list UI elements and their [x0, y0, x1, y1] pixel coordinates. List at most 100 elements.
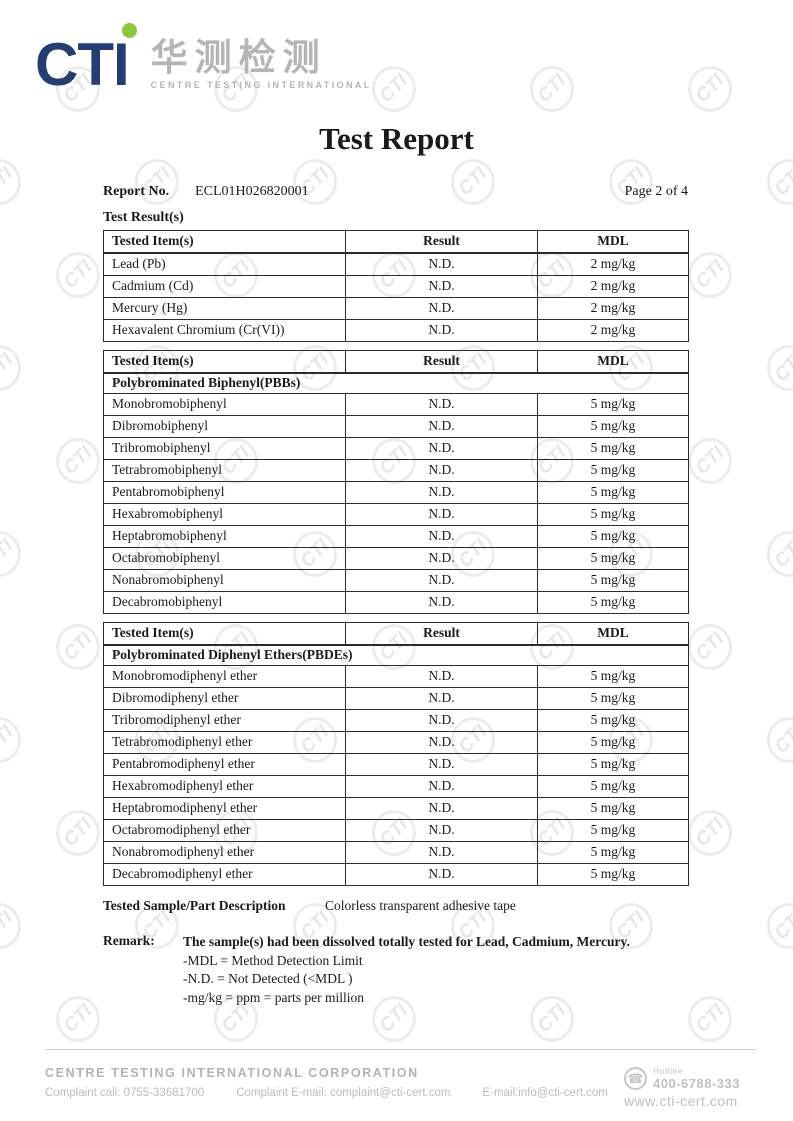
- table-cell: N.D.: [345, 797, 538, 820]
- table-row: Tetrabromobiphenyl N.D. 5 mg/kg: [103, 459, 689, 482]
- table-cell: Heptabromobiphenyl: [103, 525, 346, 548]
- table-cell: 5 mg/kg: [537, 775, 689, 798]
- table-cell: N.D.: [345, 687, 538, 710]
- table-row: Heptabromodiphenyl ether N.D. 5 mg/kg: [103, 797, 689, 820]
- report-content: CT I 华测检测 CENTRE TESTING INTERNATIONAL Te…: [0, 22, 793, 1007]
- column-header: MDL: [537, 350, 689, 374]
- column-header: Tested Item(s): [103, 622, 346, 646]
- hotline-row: ☎ Hotline 400-6788-333: [624, 1066, 756, 1091]
- table-cell: 5 mg/kg: [537, 415, 689, 438]
- footer: CENTRE TESTING INTERNATIONAL CORPORATION…: [45, 1066, 756, 1109]
- table-header-row: Tested Item(s) Result MDL: [103, 622, 689, 646]
- footer-complaint-email: Complaint E-mail: complaint@cti-cert.com: [236, 1087, 451, 1099]
- remark-line: -N.D. = Not Detected (<MDL ): [183, 971, 353, 986]
- column-header: Tested Item(s): [103, 350, 346, 374]
- table-cell: Tribromobiphenyl: [103, 437, 346, 460]
- table-cell: N.D.: [345, 415, 538, 438]
- table-cell: 5 mg/kg: [537, 863, 689, 886]
- table-cell: N.D.: [345, 459, 538, 482]
- remark-label: Remark:: [103, 933, 155, 948]
- sample-description-value: Colorless transparent adhesive tape: [325, 898, 516, 913]
- table-cell: Cadmium (Cd): [103, 275, 346, 298]
- table-cell: Hexavalent Chromium (Cr(VI)): [103, 319, 346, 342]
- table-header-row: Tested Item(s) Result MDL: [103, 350, 689, 374]
- table-cell: 5 mg/kg: [537, 665, 689, 688]
- cti-logo: CT I: [35, 23, 137, 98]
- footer-left: CENTRE TESTING INTERNATIONAL CORPORATION…: [45, 1066, 608, 1109]
- table-cell: N.D.: [345, 481, 538, 504]
- table-cell: Pentabromobiphenyl: [103, 481, 346, 504]
- table-row: Octabromobiphenyl N.D. 5 mg/kg: [103, 547, 689, 570]
- table-row: Hexavalent Chromium (Cr(VI)) N.D. 2 mg/kg: [103, 319, 689, 342]
- table-cell: 5 mg/kg: [537, 753, 689, 776]
- table-row: Monobromobiphenyl N.D. 5 mg/kg: [103, 393, 689, 416]
- table-cell: Nonabromodiphenyl ether: [103, 841, 346, 864]
- table-section-row: Polybrominated Biphenyl(PBBs): [103, 372, 689, 394]
- table-cell: Mercury (Hg): [103, 297, 346, 320]
- table-row: Dibromodiphenyl ether N.D. 5 mg/kg: [103, 687, 689, 710]
- logo-chinese-name: 华测检测: [150, 37, 327, 78]
- column-header: MDL: [537, 622, 689, 646]
- table-cell: N.D.: [345, 731, 538, 754]
- hotline-label: Hotline: [653, 1066, 683, 1076]
- table-cell: N.D.: [345, 252, 538, 276]
- remark-block: Remark: The sample(s) had been dissolved…: [103, 933, 793, 1007]
- table-cell: N.D.: [345, 841, 538, 864]
- table-row: Hexabromodiphenyl ether N.D. 5 mg/kg: [103, 775, 689, 798]
- column-header: Result: [345, 350, 538, 374]
- table-section-header: Polybrominated Diphenyl Ethers(PBDEs): [103, 644, 689, 666]
- report-number-group: Report No. ECL01H026820001: [103, 184, 309, 200]
- table-cell: 5 mg/kg: [537, 841, 689, 864]
- table-cell: Octabromobiphenyl: [103, 547, 346, 570]
- table-cell: N.D.: [345, 275, 538, 298]
- table-cell: N.D.: [345, 819, 538, 842]
- table-cell: Monobromodiphenyl ether: [103, 665, 346, 688]
- pbdes-table: Tested Item(s) Result MDL Polybrominated Di…: [103, 622, 689, 886]
- column-header: MDL: [537, 230, 689, 254]
- table-cell: 5 mg/kg: [537, 797, 689, 820]
- table-cell: N.D.: [345, 503, 538, 526]
- table-cell: N.D.: [345, 297, 538, 320]
- table-cell: 5 mg/kg: [537, 591, 689, 614]
- table-cell: N.D.: [345, 393, 538, 416]
- footer-right: ☎ Hotline 400-6788-333 www.cti-cert.com: [624, 1066, 756, 1109]
- remark-lines: The sample(s) had been dissolved totally…: [183, 933, 630, 1007]
- table-row: Lead (Pb) N.D. 2 mg/kg: [103, 252, 689, 276]
- table-row: Tribromobiphenyl N.D. 5 mg/kg: [103, 437, 689, 460]
- table-section-header: Polybrominated Biphenyl(PBBs): [103, 372, 689, 394]
- pbbs-table: Tested Item(s) Result MDL Polybrominated Bi…: [103, 350, 689, 614]
- table-cell: 5 mg/kg: [537, 569, 689, 592]
- table-row: Cadmium (Cd) N.D. 2 mg/kg: [103, 275, 689, 298]
- table-row: Tetrabromodiphenyl ether N.D. 5 mg/kg: [103, 731, 689, 754]
- remark-line: -MDL = Method Detection Limit: [183, 952, 363, 968]
- table-cell: N.D.: [345, 525, 538, 548]
- logo-chinese-block: 华测检测 CENTRE TESTING INTERNATIONAL: [150, 37, 372, 91]
- table-cell: 2 mg/kg: [537, 252, 689, 276]
- heavy-metals-table: Tested Item(s) Result MDL Lead (Pb) N.D. 2 mg…: [103, 230, 689, 342]
- phone-icon: ☎: [624, 1067, 647, 1090]
- table-cell: 5 mg/kg: [537, 481, 689, 504]
- table-cell: Dibromodiphenyl ether: [103, 687, 346, 710]
- table-cell: N.D.: [345, 709, 538, 732]
- table-row: Pentabromodiphenyl ether N.D. 5 mg/kg: [103, 753, 689, 776]
- table-cell: 5 mg/kg: [537, 503, 689, 526]
- table-row: Tribromodiphenyl ether N.D. 5 mg/kg: [103, 709, 689, 732]
- footer-complaint-call: Complaint call: 0755-33681700: [45, 1087, 205, 1099]
- table-cell: Nonabromobiphenyl: [103, 569, 346, 592]
- table-row: Octabromodiphenyl ether N.D. 5 mg/kg: [103, 819, 689, 842]
- table-cell: 2 mg/kg: [537, 319, 689, 342]
- table-cell: N.D.: [345, 863, 538, 886]
- table-cell: 5 mg/kg: [537, 459, 689, 482]
- table-cell: 5 mg/kg: [537, 525, 689, 548]
- report-number-line: Report No. ECL01H026820001 Page 2 of 4: [103, 184, 688, 200]
- table-cell: Monobromobiphenyl: [103, 393, 346, 416]
- table-row: Heptabromobiphenyl N.D. 5 mg/kg: [103, 525, 689, 548]
- table-cell: Decabromodiphenyl ether: [103, 863, 346, 886]
- table-cell: 5 mg/kg: [537, 709, 689, 732]
- cti-logo-text: CT: [35, 31, 114, 98]
- table-cell: Pentabromodiphenyl ether: [103, 753, 346, 776]
- hotline-text: Hotline 400-6788-333: [653, 1066, 740, 1091]
- table-section-row: Polybrominated Diphenyl Ethers(PBDEs): [103, 644, 689, 666]
- table-row: Nonabromobiphenyl N.D. 5 mg/kg: [103, 569, 689, 592]
